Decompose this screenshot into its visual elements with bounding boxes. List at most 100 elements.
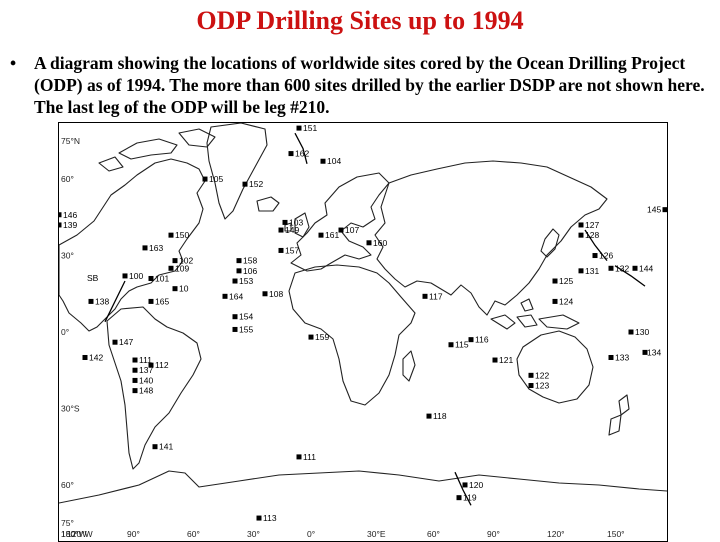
site-marker [468,337,474,343]
site-leg-label: 107 [345,225,359,235]
longitude-label: 120°W [67,529,93,539]
africa-coastline [288,264,416,406]
longitude-label: 90° [127,529,140,539]
drilling-site: 132 [608,263,629,273]
site-leg-label: 154 [239,312,253,322]
site-marker [462,482,468,488]
drilling-site: 144 [632,263,653,273]
site-leg-label: 124 [559,296,573,306]
site-leg-label: 120 [469,480,483,490]
drilling-site: 103 [282,217,303,227]
region-labels: SBSB [87,273,99,283]
site-leg-label: 116 [475,335,489,345]
australia-coastline [516,330,594,404]
site-leg-label: 113 [263,513,277,523]
drilling-site: 100 [122,271,143,281]
site-marker [262,291,268,297]
longitude-label: 0° [307,529,315,539]
drilling-site: 164 [222,291,243,301]
drilling-site: 117 [422,291,443,301]
site-marker [338,227,344,233]
drilling-site: 165 [148,296,169,306]
site-transect-line [614,265,646,287]
site-marker [202,176,208,182]
odp-sites-map: 75°N 60° 30° 0° 30°S 60° 75° 120°W 90° 60° 30° 0° 3… [58,122,668,542]
latitude-label: 60° [61,174,74,184]
latitude-label: 75°N [61,136,80,146]
antarctica-coastline [59,470,667,504]
site-leg-label: 103 [289,217,303,227]
latitude-label: 30°S [61,403,80,413]
drilling-site: 104 [320,156,341,166]
site-marker [552,298,558,304]
drilling-site: 111 [132,355,152,365]
drilling-site: 121 [492,355,513,365]
site-leg-label: 140 [139,375,153,385]
drilling-site: 115 [448,340,469,350]
site-leg-label: 159 [315,332,329,342]
drilling-site: 112 [148,360,169,370]
longitude-label: 60° [187,529,200,539]
drilling-site: 161 [318,230,339,240]
japan-coastline [540,228,560,258]
drilling-site: 131 [578,266,599,276]
longitude-label: 120° [547,529,565,539]
bullet-marker: • [10,53,17,73]
site-marker [592,253,598,259]
site-marker [148,298,154,304]
drilling-site: 163 [142,243,163,253]
new-zealand-coastline [608,394,630,436]
site-leg-label: 111 [303,452,316,462]
site-leg-label: 144 [639,263,653,273]
drilling-site: 159 [308,332,329,342]
site-marker [132,377,138,383]
drilling-site: 111 [296,452,316,462]
drilling-site: 107 [338,225,359,235]
site-leg-label: 123 [535,381,549,391]
drilling-site: 125 [552,276,573,286]
indonesia-coastline [490,298,580,330]
site-marker [172,286,178,292]
site-marker [132,388,138,394]
site-leg-label: 108 [269,289,283,299]
site-leg-label: 165 [155,296,169,306]
site-leg-label: 100 [129,271,143,281]
site-leg-label: 10 [179,284,189,294]
site-leg-label: 118 [433,411,447,421]
site-marker [320,158,326,164]
site-leg-label: 152 [249,179,263,189]
drilling-site: 153 [232,276,253,286]
site-marker [318,232,324,238]
site-leg-label: 160 [373,238,387,248]
longitude-label: 90° [487,529,500,539]
site-marker [59,212,62,218]
site-leg-label: 141 [159,442,173,452]
site-marker [122,273,128,279]
site-marker [632,265,638,271]
drilling-site: 150 [168,230,189,240]
drilling-site: 116 [468,335,489,345]
site-leg-label: 106 [243,266,257,276]
site-marker [608,354,614,360]
drilling-site: 145 [647,205,667,215]
site-leg-label: 158 [243,256,257,266]
drilling-site: 113 [256,513,277,523]
drilling-site: 134 [642,347,661,357]
site-marker [662,207,667,213]
site-transect-line [294,132,308,164]
north-america-coastline [59,158,206,332]
site-marker [236,268,242,274]
south-america-coastline [106,306,202,470]
drilling-site: 118 [426,411,447,421]
site-leg-label: 111 [139,355,152,365]
site-leg-label: 148 [139,386,153,396]
site-leg-label: 153 [239,276,253,286]
site-leg-label: 134 [647,347,661,357]
europe-coastline [290,172,390,272]
drilling-site: 160 [366,238,387,248]
site-marker [148,275,154,281]
site-marker [59,222,62,228]
site-marker [152,444,158,450]
site-marker [236,258,242,264]
longitude-label: 30°E [367,529,386,539]
